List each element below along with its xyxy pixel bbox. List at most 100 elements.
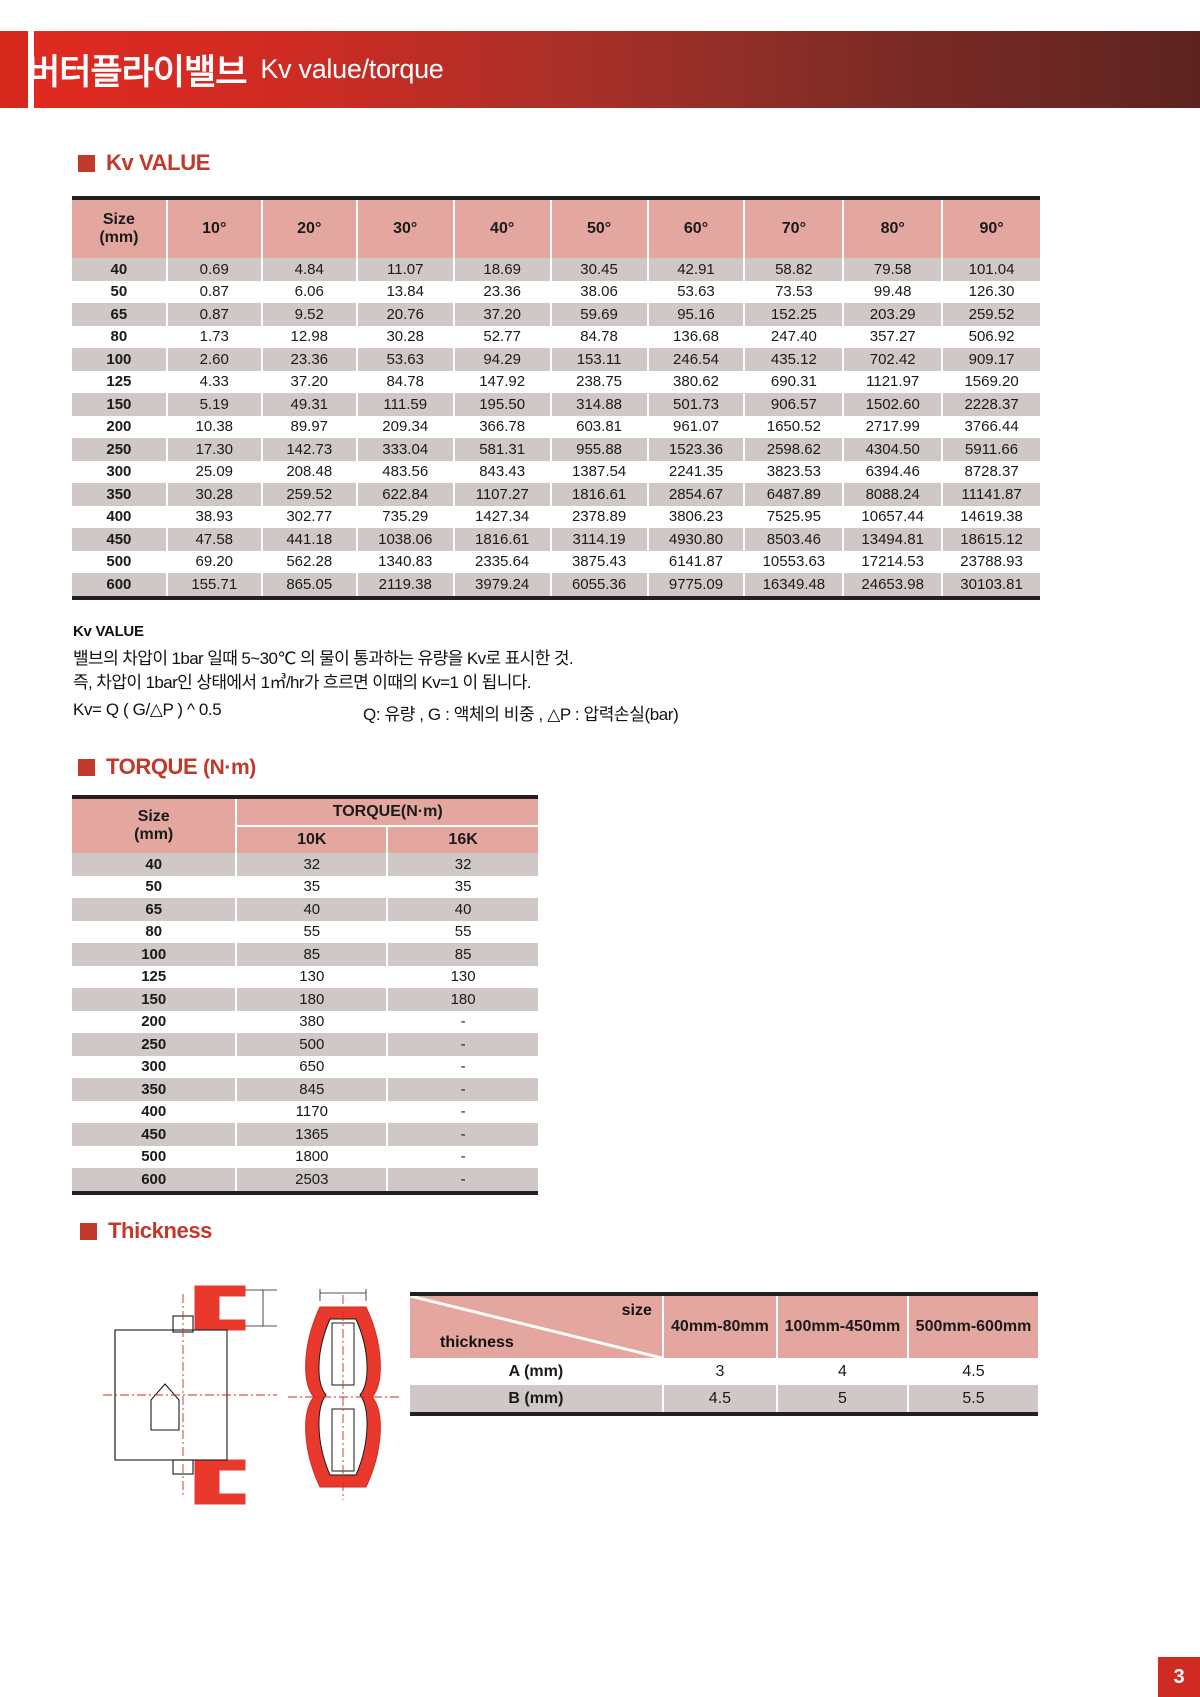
- kv-cell-size: 150: [72, 393, 168, 416]
- diagonal-divider-icon: [410, 1296, 662, 1358]
- kv-table-row: 40 0.69 4.84 11.07 18.69 30.45 42.91 58.82 79.58…: [72, 258, 1040, 281]
- torque-cell-value: 35: [387, 875, 538, 898]
- kv-cell-value: 3875.43: [550, 550, 649, 573]
- torque-cell-value: 35: [236, 875, 389, 898]
- kv-table-row: 125 4.33 37.20 84.78 147.92 238.75 380.62 690.3…: [72, 370, 1040, 393]
- torque-cell-size: 50: [72, 875, 238, 898]
- torque-table-row: 250 500-: [72, 1033, 538, 1056]
- kv-header-angle-80: 80°: [843, 198, 944, 258]
- torque-header-size-line1: Size: [137, 808, 170, 825]
- kv-cell-value: 11141.87: [942, 483, 1040, 506]
- torque-table-row: 450 1365-: [72, 1123, 538, 1146]
- kv-table-row: 450 47.58 441.18 1038.06 1816.61 3114.19 4930.…: [72, 528, 1040, 551]
- torque-cell-size: 500: [72, 1145, 238, 1168]
- kv-table-row: 200 10.38 89.97 209.34 366.78 603.81 961.07 165…: [72, 415, 1040, 438]
- torque-cell-value: 380: [236, 1010, 389, 1033]
- kv-header-angle-60: 60°: [647, 198, 746, 258]
- kv-cell-value: 6141.87: [647, 550, 746, 573]
- kv-cell-value: 581.31: [453, 438, 552, 461]
- kv-table-row: 500 69.20 562.28 1340.83 2335.64 3875.43 6141.…: [72, 550, 1040, 573]
- thickness-cell-value: 4.5: [662, 1385, 778, 1414]
- thickness-cell-label: A (mm): [410, 1358, 664, 1385]
- kv-header-size-line1: Size: [102, 211, 135, 228]
- kv-cell-value: 961.07: [647, 415, 746, 438]
- torque-header-16k: 16K: [387, 826, 538, 853]
- kv-cell-value: 23.36: [261, 348, 358, 371]
- kv-table-row: 300 25.09 208.48 483.56 843.43 1387.54 2241.35…: [72, 460, 1040, 483]
- kv-table-row: 65 0.87 9.52 20.76 37.20 59.69 95.16 152.25 203.…: [72, 303, 1040, 326]
- header-title-korean: 버터플라이밸브: [28, 53, 247, 92]
- kv-cell-value: 333.04: [356, 438, 455, 461]
- kv-cell-value: 195.50: [453, 393, 552, 416]
- kv-cell-size: 450: [72, 528, 168, 551]
- torque-cell-value: 40: [236, 898, 389, 921]
- kv-cell-value: 247.40: [744, 325, 845, 348]
- kv-cell-size: 50: [72, 280, 168, 303]
- kv-cell-value: 5.19: [166, 393, 263, 416]
- kv-cell-value: 111.59: [356, 393, 455, 416]
- torque-cell-value: 180: [387, 988, 538, 1011]
- kv-cell-value: 909.17: [942, 348, 1040, 371]
- kv-table-head: Size (mm) 10° 20° 30° 40° 50° 60° 70° 80…: [72, 198, 1040, 258]
- torque-header-10k: 10K: [236, 826, 389, 853]
- kv-cell-value: 79.58: [843, 258, 944, 281]
- thickness-corner-thickness-label: thickness: [440, 1334, 514, 1351]
- kv-cell-value: 690.31: [744, 370, 845, 393]
- torque-table-row: 600 2503-: [72, 1168, 538, 1193]
- thickness-cell-value: 4.5: [907, 1358, 1038, 1385]
- kv-cell-value: 1121.97: [843, 370, 944, 393]
- torque-table-row: 200 380-: [72, 1010, 538, 1033]
- kv-cell-value: 501.73: [647, 393, 746, 416]
- torque-cell-value: 180: [236, 988, 389, 1011]
- torque-table-row: 50 35 35: [72, 875, 538, 898]
- torque-table-row: 125 130 130: [72, 965, 538, 988]
- kv-cell-value: 1038.06: [356, 528, 455, 551]
- kv-cell-value: 6055.36: [550, 573, 649, 598]
- torque-cell-value: -: [387, 1010, 538, 1033]
- kv-cell-value: 155.71: [166, 573, 263, 598]
- kv-cell-value: 38.93: [166, 505, 263, 528]
- kv-cell-value: 1502.60: [843, 393, 944, 416]
- kv-cell-value: 30.28: [356, 325, 455, 348]
- kv-cell-value: 11.07: [356, 258, 455, 281]
- kv-cell-value: 53.63: [647, 280, 746, 303]
- kv-cell-size: 200: [72, 415, 168, 438]
- kv-cell-value: 16349.48: [744, 573, 845, 598]
- kv-cell-value: 1816.61: [453, 528, 552, 551]
- kv-cell-value: 203.29: [843, 303, 944, 326]
- kv-cell-value: 238.75: [550, 370, 649, 393]
- kv-cell-value: 1387.54: [550, 460, 649, 483]
- kv-cell-value: 12.98: [261, 325, 358, 348]
- kv-cell-size: 600: [72, 573, 168, 598]
- kv-table-row: 400 38.93 302.77 735.29 1427.34 2378.89 3806.2…: [72, 505, 1040, 528]
- thickness-table-row: B (mm) 4.5 5 5.5: [410, 1385, 1038, 1414]
- torque-cell-value: 1365: [236, 1123, 389, 1146]
- kv-cell-value: 8503.46: [744, 528, 845, 551]
- kv-cell-value: 59.69: [550, 303, 649, 326]
- kv-cell-value: 302.77: [261, 505, 358, 528]
- kv-table-row: 150 5.19 49.31 111.59 195.50 314.88 501.73 906.…: [72, 393, 1040, 416]
- kv-cell-value: 208.48: [261, 460, 358, 483]
- torque-table-head: Size (mm) TORQUE(N·m) 10K 16K: [72, 797, 538, 853]
- kv-cell-value: 14619.38: [942, 505, 1040, 528]
- torque-cell-value: 845: [236, 1078, 389, 1101]
- bullet-square-icon: [78, 758, 95, 776]
- kv-cell-value: 95.16: [647, 303, 746, 326]
- kv-cell-value: 94.29: [453, 348, 552, 371]
- kv-cell-value: 2378.89: [550, 505, 649, 528]
- kv-notes-line2: 즉, 차압이 1bar인 상태에서 1㎥/hr가 흐르면 이때의 Kv=1 이 …: [73, 673, 532, 692]
- kv-cell-value: 1107.27: [453, 483, 552, 506]
- torque-table-row: 400 1170-: [72, 1100, 538, 1123]
- section-label-kv: Kv VALUE: [106, 150, 210, 175]
- kv-cell-size: 65: [72, 303, 168, 326]
- kv-cell-value: 366.78: [453, 415, 552, 438]
- torque-cell-size: 200: [72, 1010, 238, 1033]
- kv-cell-value: 23788.93: [942, 550, 1040, 573]
- kv-cell-value: 955.88: [550, 438, 649, 461]
- section-label-thickness: Thickness: [108, 1218, 213, 1243]
- thickness-corner-size-label: size: [621, 1302, 652, 1319]
- kv-cell-value: 18.69: [453, 258, 552, 281]
- kv-cell-value: 142.73: [261, 438, 358, 461]
- torque-header-row-1: Size (mm) TORQUE(N·m): [72, 797, 538, 853]
- kv-cell-value: 4.84: [261, 258, 358, 281]
